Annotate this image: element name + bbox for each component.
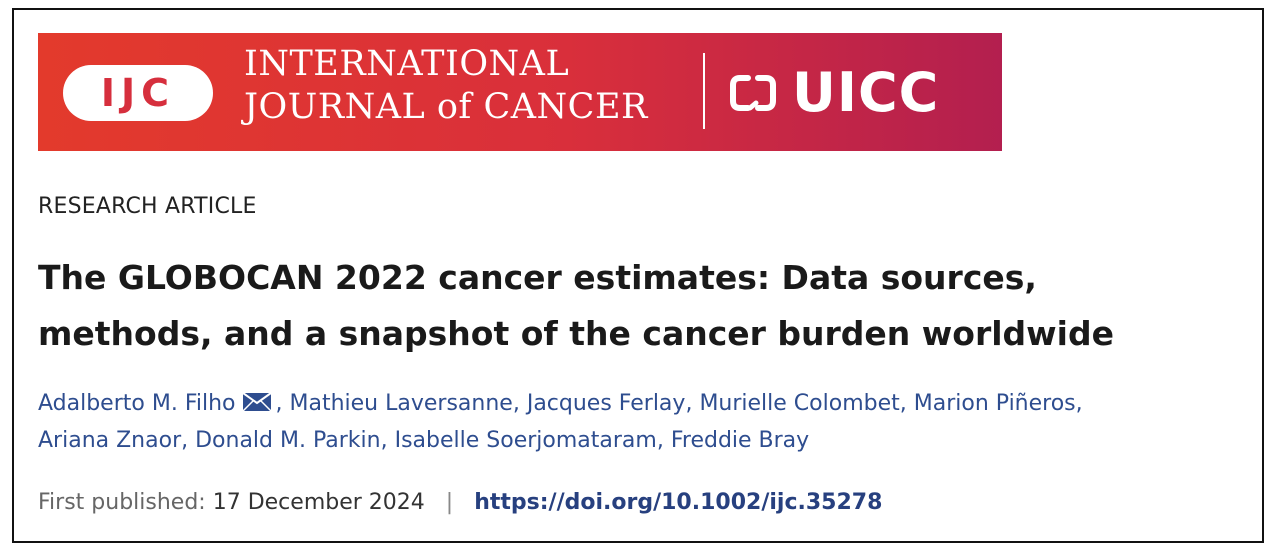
journal-name-line2: JOURNAL of CANCER [244,87,648,127]
publication-info: First published: 17 December 2024 | http… [38,490,882,515]
published-date: 17 December 2024 [212,490,425,515]
article-type: RESEARCH ARTICLE [38,194,257,219]
author-list: Adalberto M. Filho , Mathieu Laversanne,… [38,391,1083,453]
uicc-mark-icon [730,75,776,111]
uicc-logo: UICC [728,61,939,125]
journal-banner[interactable]: IJC INTERNATIONAL JOURNAL of CANCER UICC [38,33,1002,151]
doi-link[interactable]: https://doi.org/10.1002/ijc.35278 [474,490,883,515]
article-title: The GLOBOCAN 2022 cancer estimates: Data… [38,250,1253,362]
journal-name-line1: INTERNATIONAL [244,44,570,84]
article-title-line1: The GLOBOCAN 2022 cancer estimates: Data… [38,258,1037,297]
author-link[interactable]: Marion Piñeros [913,391,1076,416]
author-link[interactable]: Ariana Znaor [38,428,182,453]
banner-divider [703,53,705,129]
published-label: First published: [38,490,206,515]
article-title-line2: methods, and a snapshot of the cancer bu… [38,314,1114,353]
author-link[interactable]: Donald M. Parkin [195,428,381,453]
author-link[interactable]: Mathieu Laversanne [289,391,513,416]
author-link[interactable]: Murielle Colombet [699,391,900,416]
ijc-logo-text: IJC [100,71,176,115]
envelope-icon[interactable] [241,392,272,412]
author-link[interactable]: Adalberto M. Filho [38,391,236,416]
author-link[interactable]: Jacques Ferlay [526,391,686,416]
info-separator: | [445,490,454,515]
journal-name: INTERNATIONAL JOURNAL of CANCER [244,43,648,129]
uicc-logo-text: UICC [792,61,940,124]
ijc-logo: IJC [63,65,213,121]
author-link[interactable]: Isabelle Soerjomataram [394,428,657,453]
author-link[interactable]: Freddie Bray [670,428,810,453]
